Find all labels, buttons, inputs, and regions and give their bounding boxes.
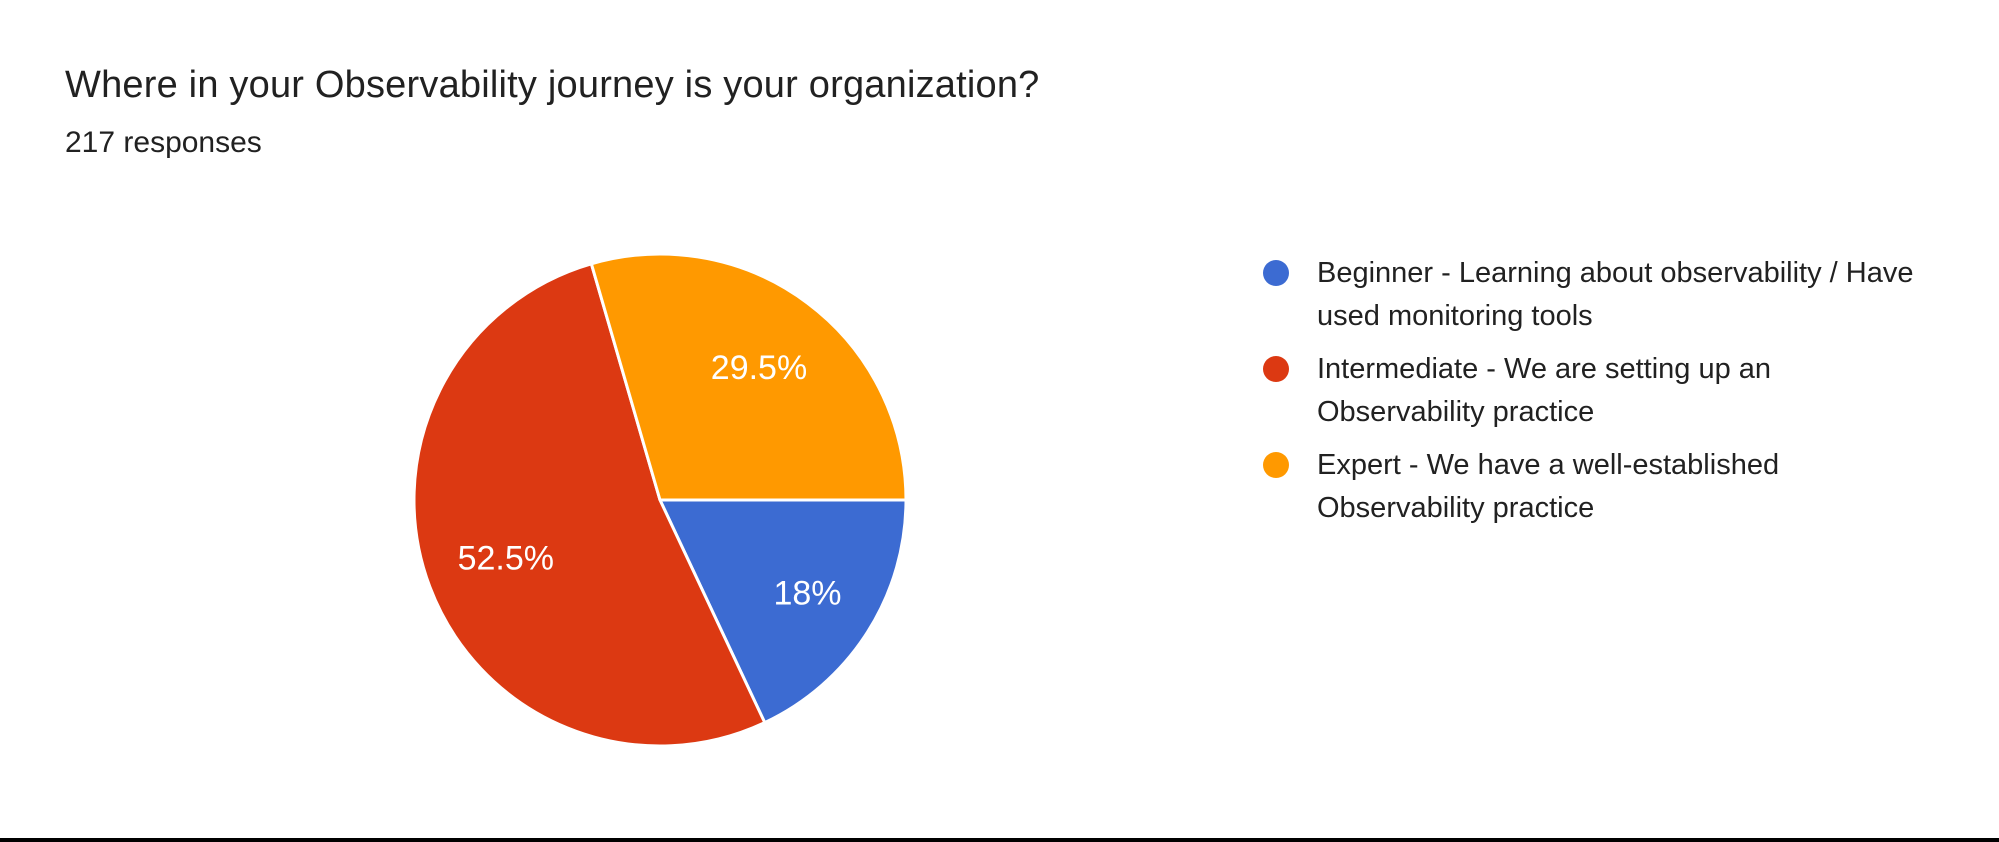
legend-dot-icon xyxy=(1263,452,1289,478)
pie-chart: 18% 52.5% 29.5% xyxy=(412,252,908,748)
slice-percentage-label: 52.5% xyxy=(458,539,554,577)
legend-item: Expert - We have a well-established Obse… xyxy=(1263,444,1923,530)
legend-item-label: Beginner - Learning about observability … xyxy=(1317,257,1914,332)
pie-slice xyxy=(412,262,767,748)
legend-dot-icon xyxy=(1263,260,1289,286)
response-count: 217 responses xyxy=(65,126,262,159)
legend-item-label: Intermediate - We are setting up an Obse… xyxy=(1317,353,1772,428)
legend-item: Intermediate - We are setting up an Obse… xyxy=(1263,348,1923,434)
bottom-border xyxy=(0,838,1999,842)
slice-percentage-label: 18% xyxy=(773,575,841,613)
legend-item-label: Expert - We have a well-established Obse… xyxy=(1317,449,1780,524)
pie-slice xyxy=(658,498,908,725)
legend: Beginner - Learning about observability … xyxy=(1263,252,1923,540)
slice-percentage-label: 29.5% xyxy=(711,349,807,387)
legend-item: Beginner - Learning about observability … xyxy=(1263,252,1923,338)
legend-dot-icon xyxy=(1263,356,1289,382)
pie-slice xyxy=(589,252,908,502)
page-title: Where in your Observability journey is y… xyxy=(65,64,1040,106)
